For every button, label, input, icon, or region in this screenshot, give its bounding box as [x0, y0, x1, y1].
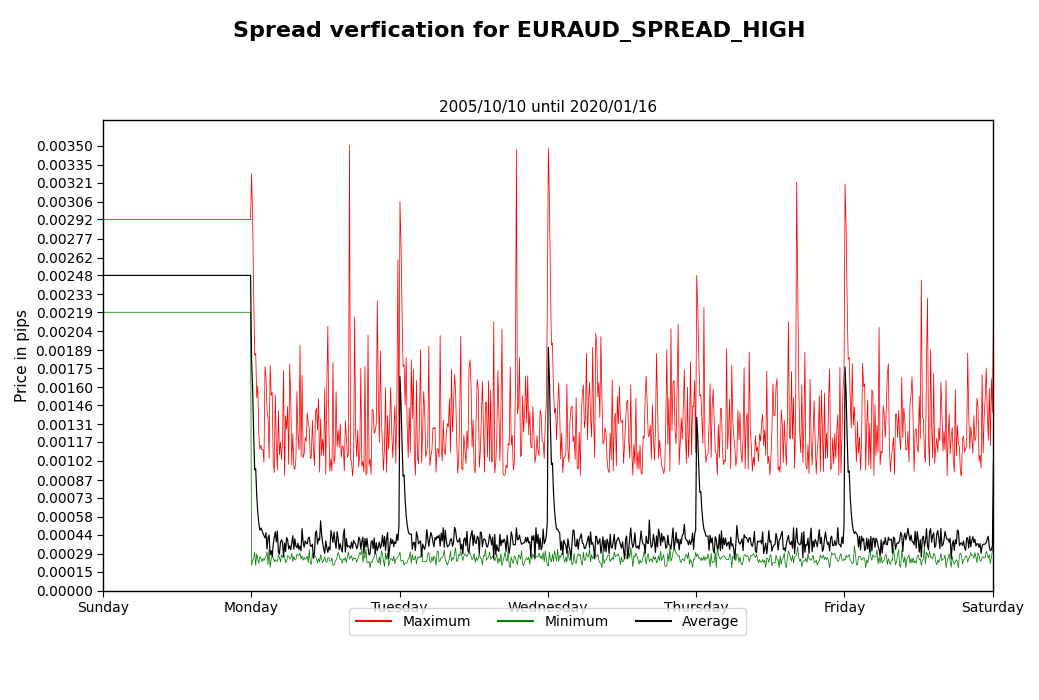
- Legend: Maximum, Minimum, Average: Maximum, Minimum, Average: [349, 608, 746, 636]
- Text: Spread verfication for EURAUD_SPREAD_HIGH: Spread verfication for EURAUD_SPREAD_HIG…: [233, 21, 806, 42]
- Y-axis label: Price in pips: Price in pips: [15, 309, 30, 402]
- Title: 2005/10/10 until 2020/01/16: 2005/10/10 until 2020/01/16: [438, 100, 657, 115]
